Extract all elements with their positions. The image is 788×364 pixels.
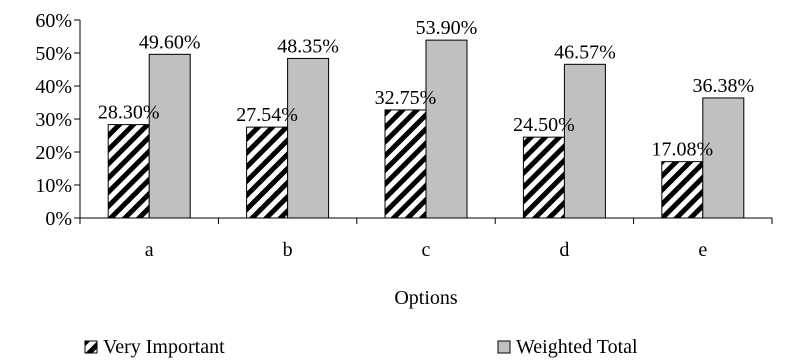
bar-weighted-total [702,97,745,219]
y-tick-label: 20% [35,142,72,164]
x-tick-label: b [283,239,293,261]
bar-very-important [522,136,565,219]
data-label-weighted-total: 46.57% [554,41,616,63]
bars [107,39,745,219]
data-label-weighted-total: 49.60% [139,31,201,53]
y-tick-label: 0% [45,208,72,230]
x-tick-label: c [422,239,431,261]
bar-weighted-total [148,53,191,219]
legend: Very Important Weighted Total [84,336,638,358]
x-tick-label: a [145,239,154,261]
data-label-weighted-total: 48.35% [277,35,339,57]
legend-swatch [84,340,98,354]
y-axis: 0% 10% 20% 30% 40% 50% 60% [35,10,81,230]
data-label-very-important: 24.50% [513,114,575,136]
x-tick-label: e [698,239,707,261]
y-tick-label: 40% [35,76,72,98]
data-label-weighted-total: 53.90% [416,17,478,39]
legend-swatch [497,340,511,354]
data-label-weighted-total: 36.38% [692,75,754,97]
legend-label: Very Important [103,336,225,358]
bar-weighted-total [563,63,606,219]
bar-very-important [661,161,704,219]
y-tick-label: 30% [35,109,72,131]
data-label-very-important: 28.30% [98,102,160,124]
x-tick-label: d [559,239,569,261]
bar-very-important [384,109,427,219]
y-tick-label: 10% [35,175,72,197]
x-axis: a b c d e [79,217,773,261]
legend-label: Weighted Total [516,336,638,358]
legend-very-important: Very Important [84,336,225,358]
x-axis-title: Options [394,287,458,309]
data-label-very-important: 32.75% [375,87,437,109]
legend-weighted-total: Weighted Total [497,336,638,358]
data-label-very-important: 17.08% [651,139,713,161]
bar-weighted-total [287,57,330,219]
y-tick-label: 60% [35,10,72,32]
data-label-very-important: 27.54% [236,104,298,126]
bar-very-important [107,124,150,219]
bar-very-important [246,126,289,219]
y-tick-label: 50% [35,43,72,65]
data-labels: 28.30% 27.54% 32.75% 24.50% 17.08% 49.60% 48.3… [98,17,754,161]
bar-weighted-total [425,39,468,219]
